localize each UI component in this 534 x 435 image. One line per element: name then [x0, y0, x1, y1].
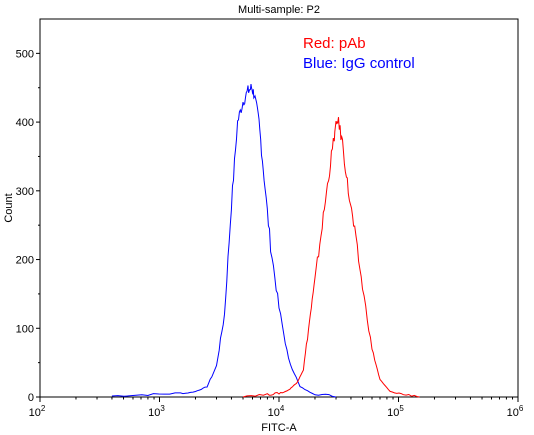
x-tick-label: 106: [507, 404, 524, 419]
y-tick-label: 200: [16, 255, 34, 267]
y-tick-label: 0: [28, 392, 34, 404]
series-line-0: [111, 84, 337, 398]
y-tick-label: 400: [16, 117, 34, 129]
legend-entry-blue: Blue: IgG control: [303, 55, 415, 72]
y-axis-label: Count: [3, 193, 15, 222]
y-tick-label: 500: [16, 48, 34, 60]
x-axis-label: FITC-A: [261, 422, 297, 434]
x-tick-label: 105: [387, 404, 404, 419]
series-line-1: [242, 117, 420, 398]
legend-entry-red: Red: pAb: [303, 35, 366, 52]
y-tick-label: 300: [16, 186, 34, 198]
x-tick-label: 102: [29, 404, 46, 419]
y-tick-label: 100: [16, 323, 34, 335]
chart-title: Multi-sample: P2: [238, 4, 320, 16]
x-tick-label: 104: [268, 404, 285, 419]
x-tick-label: 103: [148, 404, 165, 419]
plot-frame: [39, 18, 519, 398]
